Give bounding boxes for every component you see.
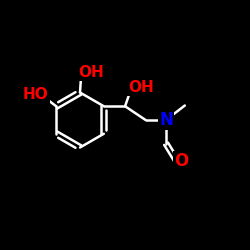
Text: O: O (174, 152, 189, 170)
Text: OH: OH (78, 65, 104, 80)
Text: OH: OH (128, 80, 154, 95)
Text: N: N (159, 111, 173, 129)
Text: HO: HO (22, 87, 48, 102)
